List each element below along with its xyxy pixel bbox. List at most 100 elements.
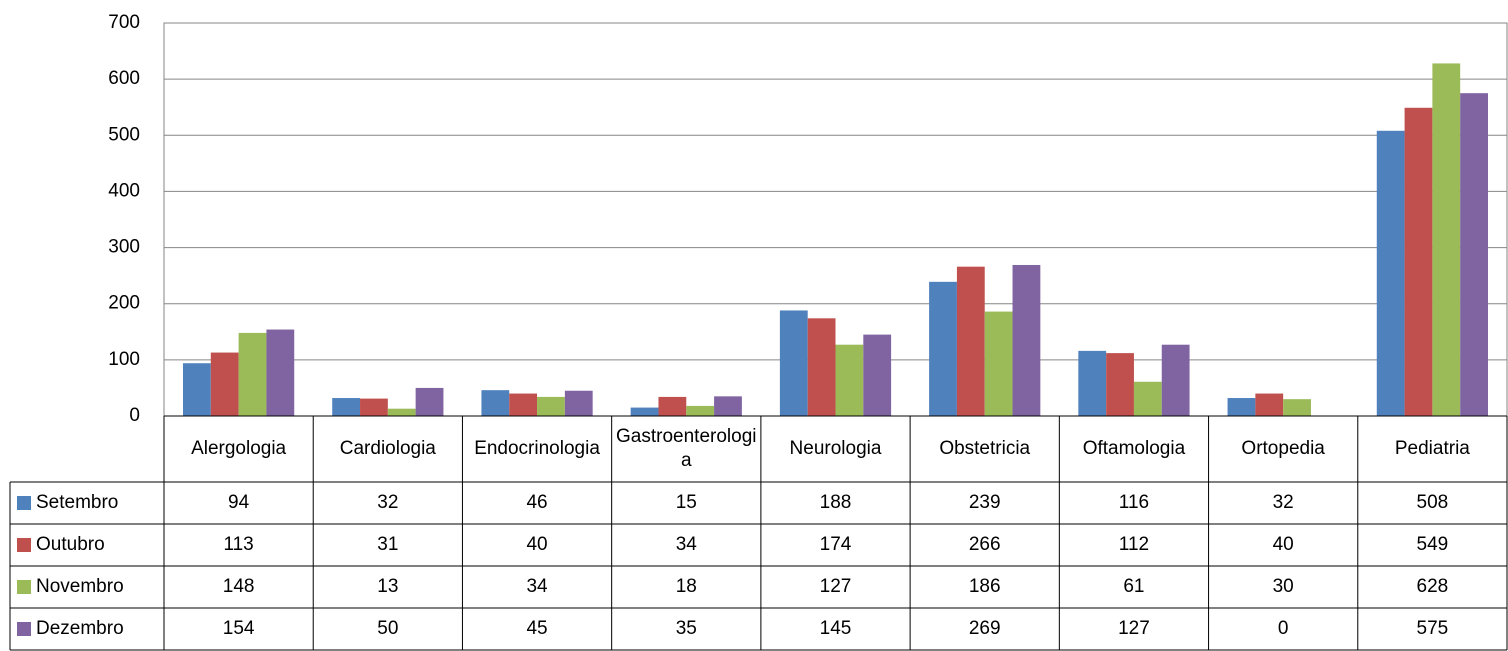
bar [564,390,593,416]
table-header-cell: Gastroenterologia [616,426,757,471]
bar [686,405,715,416]
table-value: 61 [1123,576,1144,597]
bar [509,393,538,416]
table-value: 18 [676,576,697,597]
table-value: 40 [526,534,547,555]
bar [537,396,565,416]
legend-label: Setembro [36,492,118,513]
y-tick-label: 600 [108,68,140,89]
table-header-cell: Endocrinologia [474,438,600,459]
bar [779,310,808,416]
table-value: 0 [1278,618,1289,639]
table-value: 15 [676,492,697,513]
bar [360,398,388,416]
x-tick-label: Ortopedia [1241,438,1325,459]
table-header-cell: Alergologia [191,438,287,459]
legend-label: Novembro [36,576,124,597]
legend-swatch [17,580,31,594]
table-value: 127 [1118,618,1150,639]
bar [481,390,510,416]
table-value: 154 [223,618,255,639]
legend-swatch [17,538,31,552]
legend-swatch [17,496,31,510]
table-header-cell: Neurologia [790,438,882,459]
bar [1432,63,1461,417]
table-value: 269 [969,618,1001,639]
table-value: 575 [1417,618,1449,639]
table-value: 34 [526,576,548,597]
table-value: 127 [820,576,852,597]
x-tick-label: Alergologia [191,438,287,459]
x-tick-label: Pediatria [1394,438,1470,459]
table-value: 188 [820,492,852,513]
bar [984,311,1013,416]
bar [1106,353,1134,416]
bar [714,396,742,416]
table-value: 31 [377,534,398,555]
bar [1460,93,1488,416]
legend-label: Outubro [36,534,105,555]
table-value: 174 [820,534,852,555]
table-value: 32 [377,492,398,513]
bar [929,281,957,416]
bar [1227,398,1256,416]
bar [1161,344,1190,416]
bar [266,329,295,416]
table-value: 266 [969,534,1001,555]
y-tick-label: 0 [129,405,140,426]
y-tick-label: 100 [108,349,140,370]
x-tick-label: Gastroenterologia [616,426,757,471]
table-value: 13 [377,576,398,597]
x-tick-label: Cardiologia [339,438,436,459]
table-value: 549 [1417,534,1449,555]
bar [332,398,361,416]
table-value: 32 [1273,492,1294,513]
table-header-cell: Oftamologia [1082,438,1186,459]
table-value: 34 [676,534,698,555]
bar [1404,107,1433,417]
table-value: 148 [223,576,255,597]
table-value: 116 [1119,492,1149,513]
x-tick-label: Endocrinologia [474,438,600,459]
bar [807,318,836,416]
table-value: 94 [228,492,250,513]
table-header-cell: Ortopedia [1241,438,1325,459]
bar [387,408,416,416]
bar [1376,130,1405,416]
x-tick-label: Oftamologia [1082,438,1186,459]
bar [1078,350,1107,416]
bar [1012,264,1041,416]
y-tick-label: 700 [108,12,140,33]
table-header-cell: Obstetricia [939,438,1030,459]
legend-swatch [17,622,31,636]
bar [238,332,267,416]
table-value: 628 [1417,576,1449,597]
table-value: 35 [676,618,697,639]
table-value: 50 [377,618,398,639]
bar [658,396,687,416]
table-value: 45 [526,618,547,639]
table-value: 508 [1417,492,1449,513]
bar [210,352,239,416]
y-tick-label: 200 [108,293,140,314]
bar [1133,381,1162,416]
y-tick-label: 400 [108,180,140,201]
table-header-cell: Cardiologia [339,438,436,459]
bar [630,407,659,416]
table-header-cell: Pediatria [1394,438,1470,459]
table-value: 239 [969,492,1001,513]
table-value: 113 [223,534,253,555]
bar [1283,399,1311,416]
table-value: 186 [969,576,1001,597]
y-tick-label: 500 [108,124,140,145]
bar [863,334,892,416]
table-value: 30 [1273,576,1294,597]
legend-label: Dezembro [36,618,124,639]
table-value: 46 [526,492,547,513]
bar [956,266,985,416]
bar [183,363,211,416]
bar [1255,393,1284,416]
table-value: 40 [1273,534,1294,555]
bar [415,387,444,416]
